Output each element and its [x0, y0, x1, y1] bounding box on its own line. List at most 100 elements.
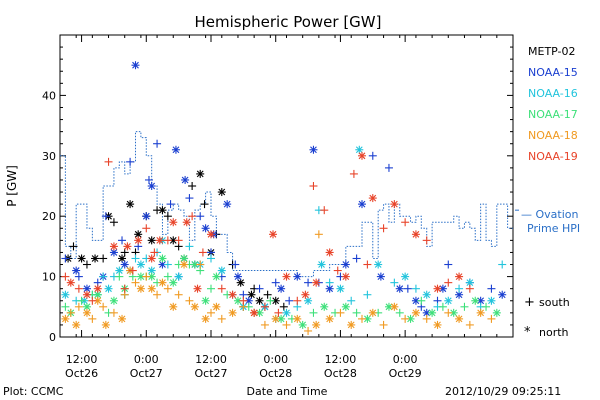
- star-d2: [94, 285, 102, 293]
- point-noaa-15: [271, 278, 280, 287]
- point-noaa-15: [201, 224, 210, 233]
- star-d2: [272, 297, 280, 305]
- star-d2: [477, 309, 485, 317]
- point-noaa-18: [271, 314, 280, 323]
- point-noaa-18: [185, 296, 194, 305]
- point-metp-02: [236, 278, 245, 287]
- legend-metp-02: METP-02: [528, 45, 576, 58]
- star-d2: [434, 285, 441, 293]
- star-d2: [213, 273, 220, 280]
- point-noaa-18: [74, 302, 83, 311]
- point-noaa-18: [433, 320, 442, 329]
- point-noaa-16: [411, 284, 420, 293]
- point-noaa-19: [134, 236, 143, 245]
- point-noaa-15: [120, 260, 129, 269]
- star-d2: [310, 146, 317, 154]
- star-d2: [62, 315, 69, 323]
- star-d2: [180, 255, 188, 262]
- star-d2: [115, 267, 123, 274]
- star-d2: [218, 267, 226, 274]
- star-d2: [159, 261, 166, 268]
- star-d2: [102, 321, 110, 329]
- point-noaa-15: [72, 266, 81, 275]
- point-noaa-19: [301, 290, 310, 299]
- point-noaa-16: [104, 284, 113, 293]
- star-d2: [428, 309, 436, 317]
- x-tick-label-time: 12:00: [195, 353, 227, 366]
- point-noaa-18: [314, 230, 323, 239]
- plot-timestamp: 2012/10/29 09:25:11: [445, 385, 561, 398]
- star-d2: [72, 267, 80, 274]
- point-noaa-17: [352, 308, 361, 317]
- point-noaa-19: [82, 290, 91, 299]
- star-d2: [181, 176, 189, 184]
- point-noaa-17: [320, 302, 329, 311]
- point-noaa-16: [374, 260, 383, 269]
- star-d2: [134, 230, 142, 238]
- ovation-prime-hpi-line: [60, 131, 519, 278]
- point-noaa-18: [282, 320, 291, 329]
- star-d2: [202, 315, 209, 323]
- point-noaa-16: [174, 272, 183, 281]
- star-d2: [269, 230, 277, 238]
- star-d2: [94, 297, 102, 305]
- point-noaa-15: [118, 236, 127, 245]
- marker-legend: + south * north: [524, 295, 570, 340]
- point-noaa-19: [228, 290, 237, 299]
- star-d2: [342, 273, 350, 280]
- star-d2: [194, 285, 201, 293]
- star-d2: [124, 243, 131, 250]
- point-noaa-17: [298, 320, 307, 329]
- x-tick-label-time: 0:00: [134, 353, 159, 366]
- star-d2: [213, 303, 220, 311]
- star-d2: [110, 249, 118, 256]
- point-noaa-15: [181, 175, 190, 184]
- star-d2: [369, 309, 377, 317]
- star-d2: [148, 285, 156, 293]
- point-noaa-19: [169, 218, 178, 227]
- point-noaa-15: [126, 157, 135, 166]
- ovation-hpi-path: [60, 131, 513, 278]
- point-noaa-15: [109, 248, 118, 257]
- star-d2: [256, 309, 263, 317]
- point-noaa-17: [61, 302, 70, 311]
- y-tick-label: 40: [42, 89, 56, 102]
- star-d2: [229, 291, 236, 299]
- point-noaa-18: [82, 308, 91, 317]
- y-tick-label: 30: [42, 150, 56, 163]
- point-noaa-19: [150, 248, 159, 257]
- star-d2: [183, 218, 191, 226]
- star-d2: [488, 297, 495, 305]
- x-axis-ticks: 12:00Oct260:00Oct2712:00Oct270:00Oct2812…: [59, 35, 514, 380]
- star-d2: [277, 285, 285, 293]
- star-d2: [326, 315, 334, 323]
- star-d2: [94, 291, 102, 299]
- point-noaa-15: [384, 163, 393, 172]
- point-noaa-15: [444, 260, 453, 269]
- point-noaa-17: [460, 302, 469, 311]
- point-noaa-19: [66, 278, 75, 287]
- point-noaa-19: [433, 284, 442, 293]
- star-d2: [83, 309, 91, 317]
- point-noaa-19: [109, 242, 118, 251]
- star-d2: [234, 273, 242, 280]
- point-noaa-19: [260, 302, 269, 311]
- point-noaa-17: [406, 314, 415, 323]
- star-d2: [299, 321, 307, 329]
- x-tick-label-date: Oct28: [259, 367, 292, 380]
- star-d2: [283, 273, 290, 280]
- point-noaa-19: [401, 218, 410, 227]
- point-noaa-17: [492, 308, 501, 317]
- marker-legend-label: south: [539, 296, 570, 309]
- x-tick-label-date: Oct29: [389, 367, 422, 380]
- star-d2: [169, 218, 177, 226]
- star-d2: [202, 297, 209, 305]
- star-d2: [283, 309, 290, 317]
- point-noaa-18: [169, 302, 178, 311]
- point-noaa-17: [77, 296, 86, 305]
- star-d2: [156, 236, 164, 244]
- point-noaa-18: [158, 278, 167, 287]
- point-noaa-19: [368, 194, 377, 203]
- point-noaa-19: [411, 230, 420, 239]
- point-noaa-15: [487, 284, 496, 293]
